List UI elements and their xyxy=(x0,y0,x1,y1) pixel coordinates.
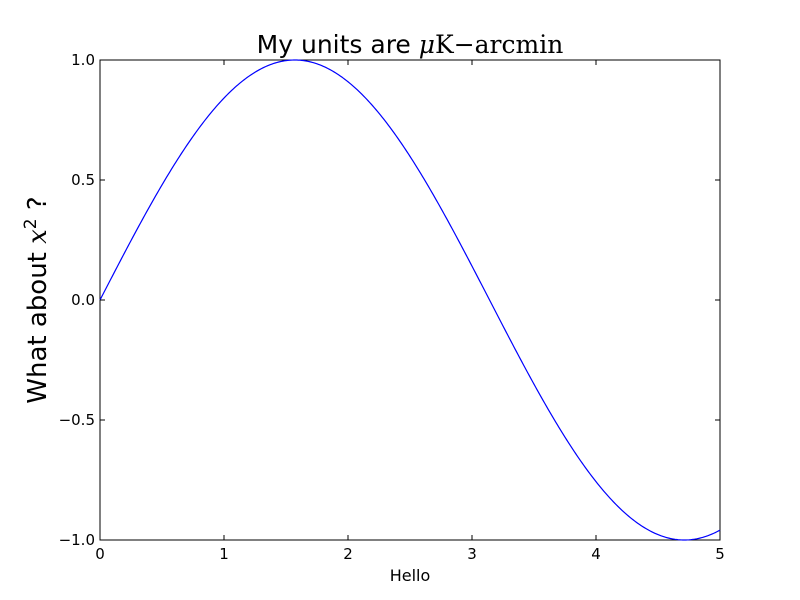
tick-layer: 0 1 2 3 4 5 1.0 0.5 0.0 −0.5 −1.0 xyxy=(59,51,725,563)
ylabel-suffix: ? xyxy=(23,196,53,218)
title-unit: K xyxy=(435,30,455,59)
y-tick-label: −0.5 xyxy=(59,411,95,429)
plot-area-frame xyxy=(99,59,721,541)
y-tick-label: −1.0 xyxy=(59,531,95,549)
x-tick-label: 1 xyxy=(219,545,229,563)
ylabel-var: x xyxy=(23,229,53,244)
x-tick-label: 2 xyxy=(343,545,353,563)
ylabel-prefix: What about xyxy=(23,244,53,404)
y-tick-label: 0.0 xyxy=(71,291,95,309)
title-mu: μ xyxy=(419,30,435,59)
series-line-1 xyxy=(99,59,721,541)
y-tick-label: 1.0 xyxy=(71,51,95,69)
title-minus: − xyxy=(454,30,475,59)
title-prefix: My units are xyxy=(257,30,419,59)
chart-title: My units are μK−arcmin xyxy=(257,30,564,59)
x-tick-label: 3 xyxy=(467,545,477,563)
title-suffix: arcmin xyxy=(475,30,564,59)
x-axis-label: Hello xyxy=(390,566,431,585)
x-tick-label: 0 xyxy=(95,545,105,563)
x-tick-label: 5 xyxy=(715,545,725,563)
x-tick-label: 4 xyxy=(591,545,601,563)
series-layer xyxy=(99,59,721,541)
ylabel-exp: 2 xyxy=(21,218,41,229)
y-tick-label: 0.5 xyxy=(71,171,95,189)
y-axis-label: What about x2 ? xyxy=(21,196,53,403)
